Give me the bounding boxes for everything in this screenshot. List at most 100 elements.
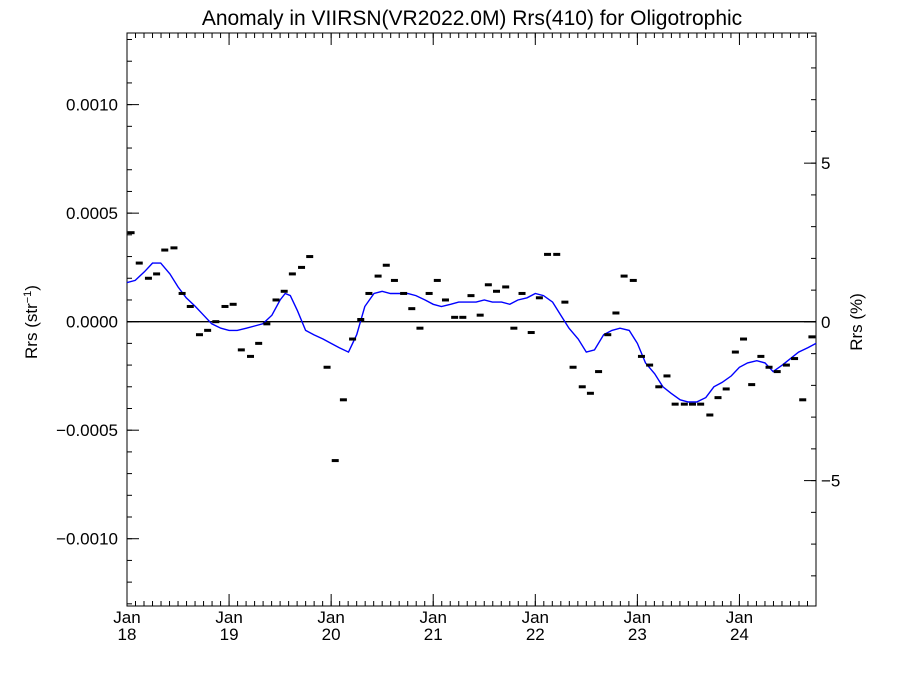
y-left-tick-label: 0.0010 xyxy=(66,96,118,115)
x-tick-label-year: 19 xyxy=(220,625,239,644)
data-marker xyxy=(433,278,441,282)
data-marker xyxy=(298,265,306,269)
y-left-tick-label: 0.0000 xyxy=(66,313,118,332)
plot-frame xyxy=(126,32,817,607)
data-marker xyxy=(527,331,535,335)
data-marker xyxy=(782,363,790,367)
data-marker xyxy=(195,333,203,337)
data-marker xyxy=(339,398,347,402)
data-marker xyxy=(518,291,526,295)
data-marker xyxy=(467,294,475,298)
data-marker xyxy=(620,274,628,278)
data-marker xyxy=(127,231,135,235)
data-marker xyxy=(135,261,143,265)
data-marker xyxy=(484,283,492,287)
data-marker xyxy=(731,350,739,354)
data-marker xyxy=(544,252,552,256)
y-right-tick-label: −5 xyxy=(821,472,840,491)
data-marker xyxy=(706,413,714,417)
x-tick-label-year: 22 xyxy=(526,625,545,644)
data-marker xyxy=(144,276,152,280)
data-marker xyxy=(722,387,730,391)
data-marker xyxy=(408,307,416,311)
x-tick-label-month: Jan xyxy=(522,608,549,627)
data-marker xyxy=(382,263,390,267)
data-marker xyxy=(773,370,781,374)
data-marker xyxy=(323,365,331,369)
y-axis-left: 0.0010 0.0005 0.0000 −0.0005 −0.0010 xyxy=(56,39,139,605)
data-marker xyxy=(748,383,756,387)
data-marker xyxy=(288,272,296,276)
data-marker xyxy=(400,291,408,295)
data-marker xyxy=(349,337,357,341)
y-axis-right-label: Rrs (%) xyxy=(847,293,866,351)
data-marker xyxy=(459,315,467,319)
data-marker xyxy=(765,365,773,369)
y-axis-right: 5 0 −5 xyxy=(804,35,840,577)
data-marker xyxy=(178,291,186,295)
data-marker xyxy=(697,402,705,406)
data-marker xyxy=(604,333,612,337)
data-marker xyxy=(561,300,569,304)
running-mean-line xyxy=(126,262,817,403)
data-marker xyxy=(237,348,245,352)
y-right-tick-label: 5 xyxy=(821,154,830,173)
data-marker xyxy=(255,341,263,345)
x-tick-label-month: Jan xyxy=(215,608,242,627)
data-marker xyxy=(221,304,229,308)
data-marker xyxy=(153,272,161,276)
data-marker xyxy=(799,398,807,402)
data-marker xyxy=(212,320,220,324)
y-right-tick-label: 0 xyxy=(821,313,830,332)
data-marker xyxy=(791,357,799,361)
monthly-anomaly-markers xyxy=(127,231,816,463)
x-tick-label-year: 21 xyxy=(424,625,443,644)
data-marker xyxy=(637,354,645,358)
data-marker xyxy=(578,385,586,389)
data-marker xyxy=(808,335,816,339)
data-marker xyxy=(688,402,696,406)
data-marker xyxy=(493,289,501,293)
x-tick-label-month: Jan xyxy=(624,608,651,627)
data-marker xyxy=(714,396,722,400)
data-marker xyxy=(569,365,577,369)
x-tick-label-month: Jan xyxy=(420,608,447,627)
data-marker xyxy=(416,326,424,330)
data-marker xyxy=(425,291,433,295)
data-marker xyxy=(365,291,373,295)
data-marker xyxy=(646,363,654,367)
x-tick-label-month: Jan xyxy=(113,608,140,627)
data-marker xyxy=(161,248,169,252)
x-tick-label-month: Jan xyxy=(317,608,344,627)
chart-title: Anomaly in VIIRSN(VR2022.0M) Rrs(410) fo… xyxy=(202,7,742,30)
data-marker xyxy=(612,311,620,315)
data-marker xyxy=(535,296,543,300)
data-marker xyxy=(671,402,679,406)
data-marker xyxy=(374,274,382,278)
data-marker xyxy=(272,298,280,302)
data-marker xyxy=(510,326,518,330)
data-marker xyxy=(390,278,398,282)
data-marker xyxy=(186,304,194,308)
data-marker xyxy=(331,459,339,463)
data-marker xyxy=(595,370,603,374)
data-marker xyxy=(247,354,255,358)
y-left-tick-label: −0.0005 xyxy=(56,421,118,440)
data-marker xyxy=(357,318,365,321)
y-left-tick-label: 0.0005 xyxy=(66,204,118,223)
data-marker xyxy=(680,402,688,406)
data-marker xyxy=(451,315,459,319)
data-marker xyxy=(586,391,594,395)
data-marker xyxy=(629,278,637,282)
data-marker xyxy=(757,354,765,358)
data-marker xyxy=(740,337,748,341)
data-marker xyxy=(204,328,212,332)
data-marker xyxy=(280,289,288,293)
data-marker xyxy=(263,322,271,326)
data-marker xyxy=(170,246,178,250)
x-tick-label-year: 20 xyxy=(322,625,341,644)
data-marker xyxy=(306,255,314,259)
running-mean-series xyxy=(126,262,817,403)
